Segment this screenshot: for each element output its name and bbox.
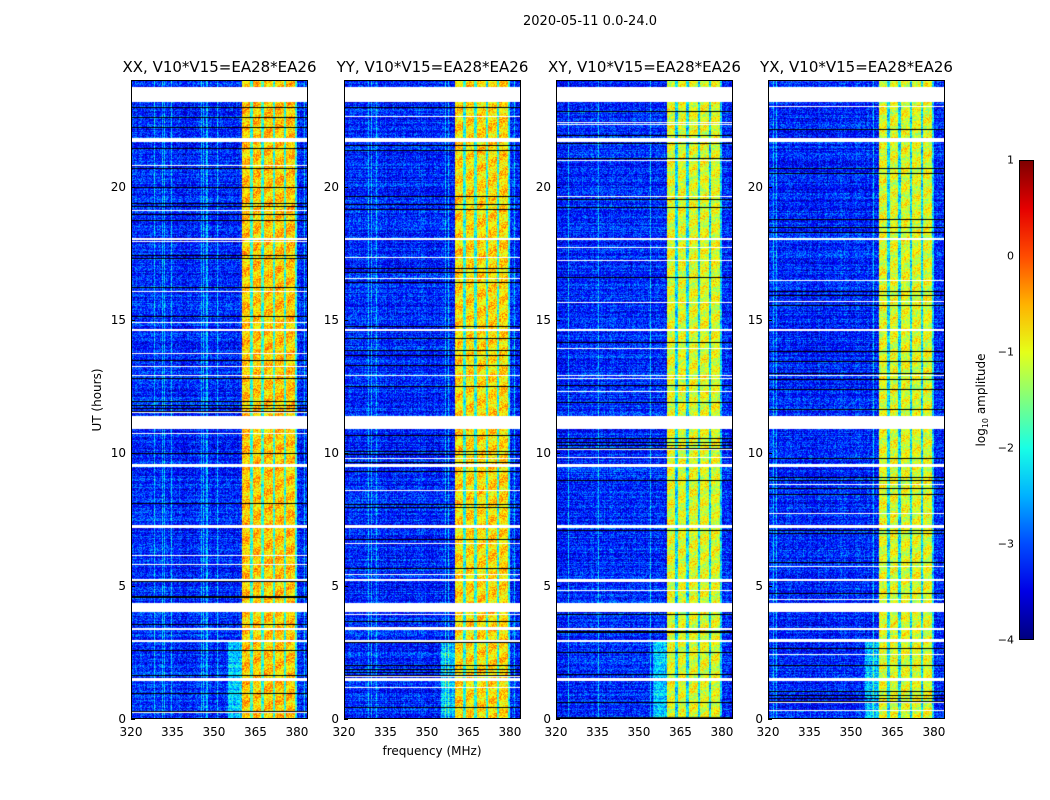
- colorbar-tick-label: 1: [1007, 153, 1014, 167]
- axes-frame: [556, 80, 733, 719]
- x-tick-label: 320: [544, 725, 568, 739]
- y-tick-mark: [131, 186, 135, 188]
- panel-title: XX, V10*V15=EA28*EA26: [122, 58, 317, 76]
- colorbar-tick-label: −3: [997, 537, 1014, 551]
- y-tick-mark: [768, 452, 772, 454]
- y-tick-label: 20: [535, 179, 551, 194]
- y-tick-mark: [556, 319, 560, 321]
- x-tick-label: 365: [669, 725, 692, 739]
- x-tick-label: 380: [922, 725, 946, 739]
- x-tick-label: 380: [285, 725, 309, 739]
- x-tick-label: 365: [881, 725, 904, 739]
- spectrogram-heatmap: [131, 80, 308, 719]
- x-tick-label: 380: [498, 725, 522, 739]
- spectrogram-panel-0: XX, V10*V15=EA28*EA26 0 5 10 15 20 320 335 350 36…: [111, 58, 317, 739]
- spectrogram-heatmap: [768, 80, 945, 719]
- panel-title: YX, V10*V15=EA28*EA26: [760, 58, 953, 76]
- y-tick-label: 20: [323, 179, 339, 194]
- y-tick-label: 10: [110, 445, 126, 460]
- y-tick-label: 0: [331, 712, 339, 726]
- y-tick-label: 15: [110, 312, 126, 327]
- axes-frame: [344, 80, 521, 719]
- y-tick-mark: [344, 585, 348, 587]
- y-tick-mark: [768, 186, 772, 188]
- y-tick-label: 5: [331, 578, 339, 593]
- y-tick-label: 10: [535, 445, 551, 460]
- y-tick-label: 15: [747, 312, 763, 327]
- y-tick-label: 10: [747, 445, 763, 460]
- y-tick-label: 20: [747, 179, 763, 194]
- colorbar-tick-label: −4: [997, 633, 1014, 647]
- figure-title: 2020-05-11 0.0-24.0: [523, 14, 657, 29]
- y-tick-mark: [131, 452, 135, 454]
- x-tick-label: 350: [202, 725, 226, 739]
- y-tick-mark: [131, 319, 135, 321]
- y-tick-mark: [768, 319, 772, 321]
- x-tick-label: 320: [332, 725, 356, 739]
- colorbar-tick-label: 0: [1007, 249, 1014, 263]
- x-tick-label: 365: [457, 725, 480, 739]
- spectrogram-panel-3: YX, V10*V15=EA28*EA26 0 5 10 15 20 320 335 350 36…: [748, 58, 953, 739]
- x-tick-label: 335: [161, 725, 184, 739]
- x-tick-label: 350: [627, 725, 651, 739]
- x-axis-label: frequency (MHz): [382, 744, 482, 758]
- y-tick-label: 0: [543, 712, 551, 726]
- y-tick-mark: [344, 719, 348, 720]
- y-tick-mark: [768, 585, 772, 587]
- y-tick-mark: [556, 452, 560, 454]
- y-tick-label: 15: [323, 312, 339, 327]
- y-tick-mark: [556, 585, 560, 587]
- y-tick-mark: [344, 186, 348, 188]
- axes-frame: [131, 80, 308, 719]
- spectrogram-heatmap: [344, 80, 521, 719]
- y-tick-label: 20: [110, 179, 126, 194]
- x-tick-label: 320: [756, 725, 780, 739]
- y-tick-mark: [556, 719, 560, 720]
- axes-frame: [768, 80, 945, 719]
- colorbar: [1019, 160, 1034, 640]
- y-tick-label: 0: [755, 712, 763, 726]
- x-tick-label: 350: [839, 725, 863, 739]
- spectrogram-panel-2: XY, V10*V15=EA28*EA26 0 5 10 15 20 320 335 350 36…: [536, 58, 741, 739]
- x-tick-label: 380: [710, 725, 734, 739]
- y-tick-mark: [131, 719, 135, 720]
- y-tick-mark: [131, 585, 135, 587]
- y-tick-mark: [344, 319, 348, 321]
- x-tick-label: 365: [244, 725, 267, 739]
- y-tick-mark: [344, 452, 348, 454]
- y-tick-mark: [768, 719, 772, 720]
- x-tick-label: 335: [374, 725, 397, 739]
- x-tick-label: 335: [798, 725, 821, 739]
- spectrogram-heatmap: [556, 80, 733, 719]
- panel-title: YY, V10*V15=EA28*EA26: [336, 58, 529, 76]
- y-tick-label: 15: [535, 312, 551, 327]
- colorbar-tick-label: −2: [997, 441, 1014, 455]
- y-tick-label: 5: [755, 578, 763, 593]
- y-tick-label: 0: [118, 712, 126, 726]
- spectrogram-panel-1: YY, V10*V15=EA28*EA26 0 5 10 15 20 320 335 350 36…: [324, 58, 529, 739]
- x-tick-label: 335: [586, 725, 609, 739]
- y-tick-label: 10: [323, 445, 339, 460]
- y-axis-label: UT (hours): [90, 368, 104, 432]
- y-tick-label: 5: [543, 578, 551, 593]
- panel-title: XY, V10*V15=EA28*EA26: [548, 58, 741, 76]
- x-tick-label: 320: [119, 725, 143, 739]
- y-tick-label: 5: [118, 578, 126, 593]
- y-tick-mark: [556, 186, 560, 188]
- x-tick-label: 350: [415, 725, 439, 739]
- colorbar-tick-label: −1: [997, 345, 1014, 359]
- colorbar-label: log10 amplitude: [973, 353, 991, 447]
